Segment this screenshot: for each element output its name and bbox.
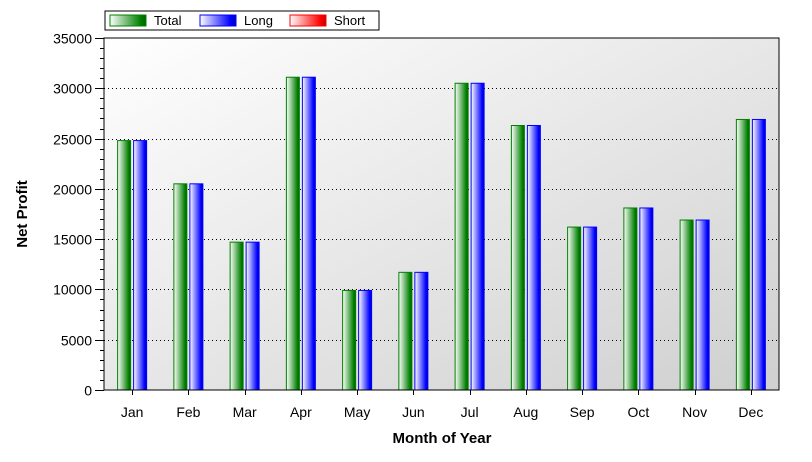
bar-long-feb (189, 183, 204, 391)
bar-total-feb (173, 183, 188, 391)
bar-total-may (342, 289, 357, 391)
bar-long-oct (639, 207, 654, 391)
bar-long-jun (414, 271, 429, 391)
legend-label-long: Long (244, 13, 273, 28)
bar-total-oct (623, 207, 638, 391)
bar-total-jan (117, 140, 132, 391)
bar-long-jan (133, 140, 148, 391)
y-tick-label: 35000 (53, 31, 92, 47)
y-tick-label: 15000 (53, 232, 92, 248)
legend-swatch-total (109, 14, 147, 27)
x-tick-label: Feb (176, 404, 200, 420)
bar-long-aug (526, 124, 541, 391)
bar-long-may (358, 289, 373, 391)
y-tick-label: 25000 (53, 132, 92, 148)
bar-total-nov (679, 219, 694, 391)
y-tick-label: 20000 (53, 182, 92, 198)
y-tick-label: 0 (84, 383, 92, 399)
bar-total-apr (285, 76, 300, 391)
x-tick-label: Mar (233, 404, 257, 420)
legend-label-short: Short (334, 13, 365, 28)
bar-total-jul (454, 82, 469, 391)
x-tick-label: Apr (290, 404, 312, 420)
x-tick-label: Jan (121, 404, 144, 420)
legend-label-total: Total (154, 13, 182, 28)
bar-long-mar (245, 241, 260, 391)
x-tick-label: Oct (627, 404, 649, 420)
bar-long-dec (751, 118, 766, 391)
legend-swatch-long (199, 14, 237, 27)
bar-total-sep (567, 226, 582, 391)
x-axis-title: Month of Year (393, 430, 492, 447)
plot-area (104, 38, 779, 390)
bar-long-sep (583, 226, 598, 391)
legend-swatch-short (289, 14, 327, 27)
bar-total-dec (735, 118, 750, 391)
bar-total-jun (398, 271, 413, 391)
x-axis: Jan Feb Mar Apr May Jun Jul Aug Sep Oct Nov Dec (121, 390, 763, 420)
y-axis-title: Net Profit (14, 180, 31, 248)
y-tick-label: 5000 (61, 333, 92, 349)
bar-long-jul (470, 82, 485, 391)
x-tick-label: Jun (402, 404, 425, 420)
y-axis: 0 5000 10000 15000 20000 25000 30000 35000 (53, 31, 104, 399)
y-tick-label: 30000 (53, 81, 92, 97)
bar-long-apr (301, 76, 316, 391)
x-tick-label: May (344, 404, 370, 420)
legend: Total Long Short (104, 10, 380, 31)
bar-total-aug (510, 124, 525, 391)
x-tick-label: Nov (682, 404, 707, 420)
plot-frame (103, 37, 780, 391)
bar-total-mar (229, 241, 244, 391)
x-tick-label: Aug (513, 404, 538, 420)
x-tick-label: Jul (461, 404, 479, 420)
y-tick-label: 10000 (53, 282, 92, 298)
x-tick-label: Dec (738, 404, 763, 420)
grid-lines (104, 88, 779, 341)
bar-long-nov (695, 219, 710, 391)
x-tick-label: Sep (570, 404, 595, 420)
